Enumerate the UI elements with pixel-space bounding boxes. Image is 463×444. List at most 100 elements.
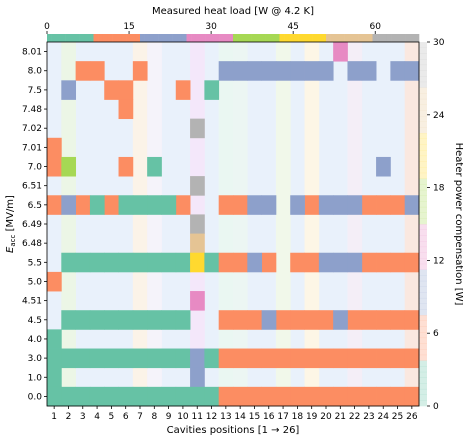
right-colorbar-segment <box>419 184 427 191</box>
top-tick-label: 30 <box>205 22 217 32</box>
right-colorbar-segment <box>419 235 427 242</box>
heatmap-cell <box>361 310 377 330</box>
top-colorbar-segment <box>191 34 197 42</box>
heatmap-cell <box>390 310 406 330</box>
heatmap-cell <box>132 252 148 273</box>
heatmap-cell <box>132 348 148 369</box>
heatmap-cell <box>147 310 162 330</box>
x-tick-label: 4 <box>94 412 100 422</box>
heatmap-cell <box>333 252 348 273</box>
heatmap-cell <box>247 61 263 81</box>
heatmap-cell <box>347 386 363 407</box>
y-tick-label: 6.49 <box>22 220 42 230</box>
heatmap-cell <box>204 80 220 100</box>
right-colorbar-segment <box>419 263 427 270</box>
heatmap-cell <box>347 348 363 369</box>
top-colorbar-segment <box>233 34 238 42</box>
heatmap-cell <box>347 252 363 273</box>
right-colorbar-segment <box>419 337 427 344</box>
x-tick-label: 8 <box>151 412 157 422</box>
heatmap-cell <box>89 61 105 81</box>
y-axis-label-unit: [MV/m] <box>5 195 16 235</box>
top-colorbar-segment <box>326 34 331 42</box>
x-tick-label: 11 <box>192 412 203 422</box>
heatmap-cell <box>390 61 406 81</box>
heatmap-cell <box>247 386 263 407</box>
right-colorbar-segment <box>419 195 427 202</box>
heatmap-cell <box>190 386 205 407</box>
right-colorbar-segment <box>419 42 427 48</box>
top-colorbar-segment <box>219 34 224 42</box>
heatmap-cell <box>218 310 234 330</box>
right-colorbar-segment <box>419 297 427 304</box>
right-colorbar-segment <box>419 394 427 401</box>
right-colorbar-segment <box>419 189 427 196</box>
x-tick-label: 23 <box>363 412 374 422</box>
top-colorbar-segment <box>93 34 99 42</box>
heatmap-cells <box>47 42 420 407</box>
heatmap-cell <box>47 195 62 215</box>
top-axis-label: Measured heat load [W @ 4.2 K] <box>152 6 314 17</box>
top-colorbar-segment <box>237 34 243 42</box>
heatmap-cell <box>290 252 305 273</box>
heatmap-cell <box>204 252 220 273</box>
heatmap-cell <box>75 310 91 330</box>
x-tick-label: 17 <box>277 412 288 422</box>
top-colorbar-segment <box>298 34 304 42</box>
top-colorbar-segment <box>279 34 285 42</box>
x-tick-label: 5 <box>109 412 115 422</box>
y-tick-label: 4.0 <box>28 335 43 345</box>
heatmap-cell <box>104 386 119 407</box>
right-colorbar-segment <box>419 388 427 395</box>
heatmap-cell <box>47 329 62 349</box>
top-colorbar-segment <box>260 34 266 42</box>
heatmap-cell <box>261 61 277 81</box>
x-tick-label: 24 <box>378 412 390 422</box>
heatmap-cell <box>376 348 391 369</box>
heatmap-cell <box>376 310 391 330</box>
heatmap-cell <box>390 348 406 369</box>
heatmap-cell <box>104 348 119 369</box>
top-colorbar-segment <box>307 34 313 42</box>
top-colorbar-segment <box>330 34 336 42</box>
heatmap-cell <box>404 386 420 407</box>
y-axis-label: Eacc [MV/m] <box>5 195 17 253</box>
x-axis-label: Cavities positions [1 → 26] <box>167 425 300 436</box>
top-colorbar-segment <box>181 34 187 42</box>
right-tick-label: 30 <box>433 38 445 48</box>
right-colorbar-segment <box>419 178 427 185</box>
x-tick-label: 12 <box>206 412 217 422</box>
y-tick-label: 7.02 <box>22 124 42 134</box>
right-colorbar-segment <box>419 76 427 83</box>
top-tick-label: 15 <box>123 22 134 32</box>
heatmap-cell <box>147 252 162 273</box>
heatmap-cell <box>347 195 363 215</box>
x-tick-label: 14 <box>234 412 246 422</box>
y-tick-label: 7.01 <box>22 143 42 153</box>
heatmap-cell <box>75 348 91 369</box>
heatmap-cell <box>161 348 177 369</box>
heatmap-cell <box>89 386 105 407</box>
top-colorbar-segment <box>130 34 136 42</box>
right-colorbar-segment <box>419 127 427 134</box>
right-colorbar-segment <box>419 320 427 327</box>
x-tick-label: 26 <box>406 412 418 422</box>
right-colorbar-segment <box>419 115 427 122</box>
heatmap-cell <box>361 61 377 81</box>
right-colorbar-segment <box>419 155 427 162</box>
right-colorbar-segment <box>419 133 427 139</box>
heatmap-cell <box>89 348 105 369</box>
right-colorbar-segment <box>419 150 427 157</box>
top-colorbar-segment <box>74 34 80 42</box>
heatmap-cell <box>390 195 406 215</box>
top-colorbar-segment <box>116 34 122 42</box>
top-colorbar-segment <box>339 34 345 42</box>
top-tick-label: 60 <box>370 22 382 32</box>
heatmap-cell <box>218 252 234 273</box>
right-colorbar-segment <box>419 206 427 213</box>
heatmap-cell <box>347 310 363 330</box>
top-colorbar-segment <box>172 34 178 42</box>
heatmap-cell <box>61 156 77 177</box>
right-colorbar <box>419 42 427 407</box>
